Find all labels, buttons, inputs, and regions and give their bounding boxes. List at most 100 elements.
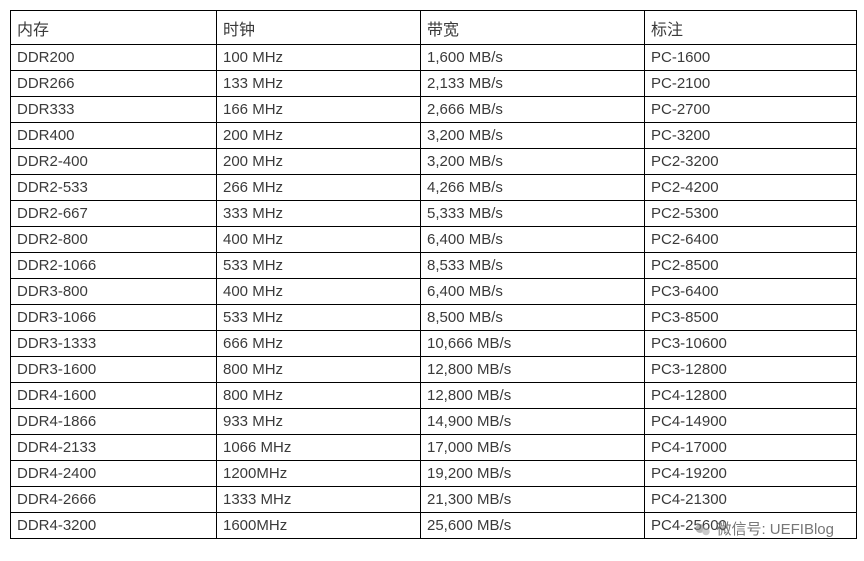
table-cell: DDR4-1866 xyxy=(11,409,217,435)
table-row: DDR4-24001200MHz19,200 MB/sPC4-19200 xyxy=(11,461,857,487)
table-cell: 21,300 MB/s xyxy=(421,487,645,513)
table-cell: PC-1600 xyxy=(645,45,857,71)
table-row: DDR2-667333 MHz5,333 MB/sPC2-5300 xyxy=(11,201,857,227)
table-cell: 333 MHz xyxy=(217,201,421,227)
table-cell: 266 MHz xyxy=(217,175,421,201)
table-cell: PC3-12800 xyxy=(645,357,857,383)
table-cell: 17,000 MB/s xyxy=(421,435,645,461)
table-cell: 400 MHz xyxy=(217,227,421,253)
table-row: DDR400200 MHz3,200 MB/sPC-3200 xyxy=(11,123,857,149)
table-row: DDR3-1066533 MHz8,500 MB/sPC3-8500 xyxy=(11,305,857,331)
table-cell: 100 MHz xyxy=(217,45,421,71)
table-cell: PC3-10600 xyxy=(645,331,857,357)
table-cell: 1200MHz xyxy=(217,461,421,487)
table-cell: 2,666 MB/s xyxy=(421,97,645,123)
table-row: DDR3-800400 MHz6,400 MB/sPC3-6400 xyxy=(11,279,857,305)
table-cell: PC2-6400 xyxy=(645,227,857,253)
table-cell: 8,533 MB/s xyxy=(421,253,645,279)
table-cell: 1600MHz xyxy=(217,513,421,539)
table-cell: 666 MHz xyxy=(217,331,421,357)
table-cell: 133 MHz xyxy=(217,71,421,97)
table-cell: DDR2-667 xyxy=(11,201,217,227)
table-cell: 6,400 MB/s xyxy=(421,227,645,253)
col-header-bandwidth: 带宽 xyxy=(421,11,645,45)
table-cell: 1066 MHz xyxy=(217,435,421,461)
table-cell: PC4-12800 xyxy=(645,383,857,409)
table-cell: PC3-6400 xyxy=(645,279,857,305)
table-cell: 5,333 MB/s xyxy=(421,201,645,227)
table-cell: 19,200 MB/s xyxy=(421,461,645,487)
table-cell: 200 MHz xyxy=(217,149,421,175)
table-cell: DDR400 xyxy=(11,123,217,149)
col-header-clock: 时钟 xyxy=(217,11,421,45)
table-row: DDR3-1333666 MHz10,666 MB/sPC3-10600 xyxy=(11,331,857,357)
table-cell: 166 MHz xyxy=(217,97,421,123)
table-cell: 533 MHz xyxy=(217,305,421,331)
col-header-memory: 内存 xyxy=(11,11,217,45)
table-row: DDR333166 MHz2,666 MB/sPC-2700 xyxy=(11,97,857,123)
table-cell: DDR333 xyxy=(11,97,217,123)
table-row: DDR4-1866933 MHz14,900 MB/sPC4-14900 xyxy=(11,409,857,435)
table-cell: PC4-17000 xyxy=(645,435,857,461)
table-cell: 800 MHz xyxy=(217,357,421,383)
table-cell: 4,266 MB/s xyxy=(421,175,645,201)
table-cell: 1333 MHz xyxy=(217,487,421,513)
table-cell: 3,200 MB/s xyxy=(421,123,645,149)
table-cell: DDR4-2400 xyxy=(11,461,217,487)
table-cell: 12,800 MB/s xyxy=(421,383,645,409)
table-cell: DDR3-1333 xyxy=(11,331,217,357)
table-row: DDR2-1066533 MHz8,533 MB/sPC2-8500 xyxy=(11,253,857,279)
table-cell: DDR2-400 xyxy=(11,149,217,175)
table-cell: 1,600 MB/s xyxy=(421,45,645,71)
table-row: DDR2-533266 MHz4,266 MB/sPC2-4200 xyxy=(11,175,857,201)
table-row: DDR2-800400 MHz6,400 MB/sPC2-6400 xyxy=(11,227,857,253)
table-cell: DDR4-2666 xyxy=(11,487,217,513)
table-cell: DDR4-1600 xyxy=(11,383,217,409)
table-cell: 400 MHz xyxy=(217,279,421,305)
table-header: 内存 时钟 带宽 标注 xyxy=(11,11,857,45)
table-cell: 25,600 MB/s xyxy=(421,513,645,539)
table-cell: DDR266 xyxy=(11,71,217,97)
table-cell: PC4-19200 xyxy=(645,461,857,487)
table-row: DDR3-1600800 MHz12,800 MB/sPC3-12800 xyxy=(11,357,857,383)
table-cell: 800 MHz xyxy=(217,383,421,409)
table-cell: DDR3-800 xyxy=(11,279,217,305)
table-cell: 2,133 MB/s xyxy=(421,71,645,97)
table-cell: DDR2-800 xyxy=(11,227,217,253)
table-row: DDR4-1600800 MHz12,800 MB/sPC4-12800 xyxy=(11,383,857,409)
col-header-label: 标注 xyxy=(645,11,857,45)
table-cell: PC4-25600 xyxy=(645,513,857,539)
table-row: DDR200100 MHz1,600 MB/sPC-1600 xyxy=(11,45,857,71)
table-row: DDR4-32001600MHz25,600 MB/sPC4-25600 xyxy=(11,513,857,539)
table-cell: PC2-8500 xyxy=(645,253,857,279)
table-cell: DDR3-1066 xyxy=(11,305,217,331)
table-cell: DDR3-1600 xyxy=(11,357,217,383)
table-cell: 533 MHz xyxy=(217,253,421,279)
table-cell: PC2-5300 xyxy=(645,201,857,227)
table-row: DDR266133 MHz2,133 MB/sPC-2100 xyxy=(11,71,857,97)
table-cell: 3,200 MB/s xyxy=(421,149,645,175)
table-cell: DDR4-2133 xyxy=(11,435,217,461)
table-cell: 14,900 MB/s xyxy=(421,409,645,435)
table-cell: 10,666 MB/s xyxy=(421,331,645,357)
table-cell: 12,800 MB/s xyxy=(421,357,645,383)
table-cell: PC3-8500 xyxy=(645,305,857,331)
table-row: DDR2-400200 MHz3,200 MB/sPC2-3200 xyxy=(11,149,857,175)
table-body: DDR200100 MHz1,600 MB/sPC-1600DDR266133 … xyxy=(11,45,857,539)
table-cell: PC4-21300 xyxy=(645,487,857,513)
table-cell: 200 MHz xyxy=(217,123,421,149)
table-cell: DDR4-3200 xyxy=(11,513,217,539)
table-cell: 8,500 MB/s xyxy=(421,305,645,331)
table-cell: PC4-14900 xyxy=(645,409,857,435)
table-cell: 933 MHz xyxy=(217,409,421,435)
table-row: DDR4-21331066 MHz17,000 MB/sPC4-17000 xyxy=(11,435,857,461)
table-cell: PC2-3200 xyxy=(645,149,857,175)
memory-spec-table: 内存 时钟 带宽 标注 DDR200100 MHz1,600 MB/sPC-16… xyxy=(10,10,857,539)
table-cell: DDR200 xyxy=(11,45,217,71)
table-cell: PC-2700 xyxy=(645,97,857,123)
table-cell: PC2-4200 xyxy=(645,175,857,201)
table-cell: 6,400 MB/s xyxy=(421,279,645,305)
table-cell: PC-2100 xyxy=(645,71,857,97)
table-cell: DDR2-533 xyxy=(11,175,217,201)
table-row: DDR4-26661333 MHz21,300 MB/sPC4-21300 xyxy=(11,487,857,513)
